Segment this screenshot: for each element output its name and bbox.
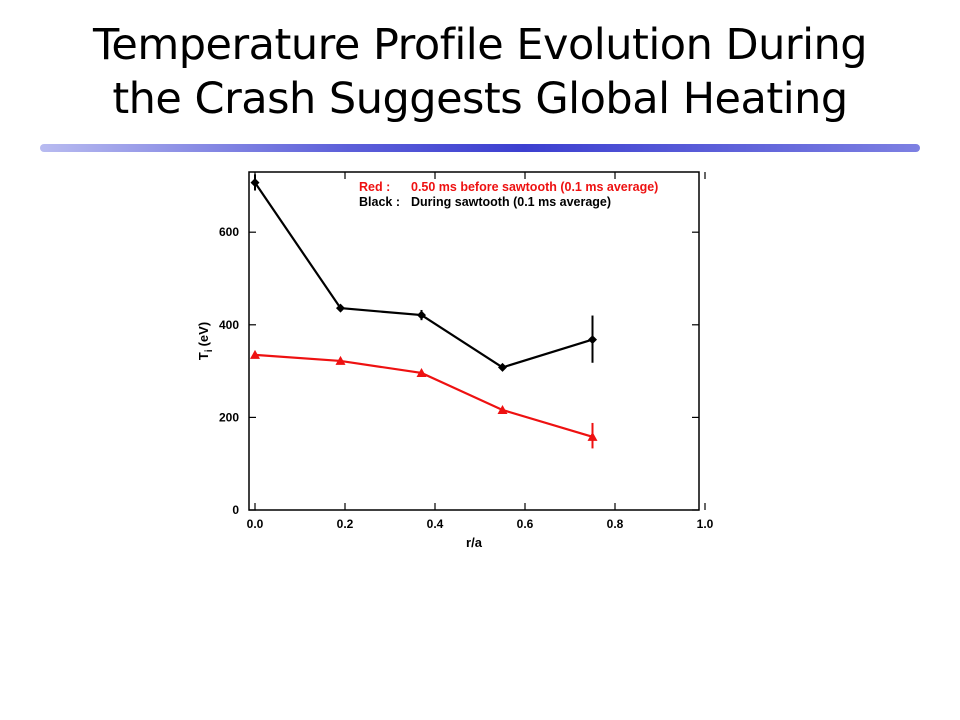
x-axis-label: r/a (466, 535, 483, 550)
y-axis-label: Ti (eV) (196, 322, 215, 360)
slide-title-line-2: the Crash Suggests Global Heating (112, 74, 848, 124)
x-tick-label: 0.4 (427, 517, 444, 531)
legend-entry-text: 0.50 ms before sawtooth (0.1 ms average) (411, 180, 658, 194)
legend: Red : 0.50 ms before sawtooth (0.1 ms ave… (359, 180, 658, 209)
slide-title-line-1: Temperature Profile Evolution During (92, 20, 868, 70)
data-point (587, 431, 598, 441)
x-tick-label: 1.0 (697, 517, 714, 531)
legend-entry-prefix: Red : (359, 180, 390, 194)
x-axis-ticks: 0.0 0.2 0.4 0.6 0.8 1.0 (247, 172, 714, 531)
data-point (498, 362, 507, 372)
y-tick-label: 600 (219, 225, 239, 239)
legend-entry-prefix: Black : (359, 195, 400, 209)
y-axis-ticks: 0 200 400 600 (219, 225, 699, 517)
data-point (336, 303, 345, 313)
data-point (416, 367, 427, 377)
data-point (250, 178, 260, 188)
y-tick-label: 400 (219, 318, 239, 332)
x-tick-label: 0.0 (247, 517, 264, 531)
y-axis-label-main: T (196, 352, 211, 360)
series-line (254, 182, 593, 369)
series-red (250, 349, 598, 449)
x-tick-label: 0.2 (337, 517, 354, 531)
series-layer (250, 174, 598, 449)
x-tick-label: 0.8 (607, 517, 624, 531)
y-tick-label: 0 (232, 503, 239, 517)
y-axis-label-subscript: i (204, 349, 215, 352)
y-tick-label: 200 (219, 410, 239, 424)
data-point (250, 349, 260, 359)
slide-title: Temperature Profile Evolution During the… (40, 18, 920, 126)
y-axis-label-unit: (eV) (196, 322, 211, 347)
legend-entry-text: During sawtooth (0.1 ms average) (411, 195, 611, 209)
series-line (254, 353, 593, 438)
data-point (497, 404, 508, 414)
title-divider (40, 144, 920, 152)
series-black (250, 174, 597, 372)
data-point (588, 335, 597, 345)
plot-frame (248, 171, 700, 511)
data-point (417, 310, 426, 320)
x-tick-label: 0.6 (517, 517, 534, 531)
data-point (335, 355, 346, 365)
